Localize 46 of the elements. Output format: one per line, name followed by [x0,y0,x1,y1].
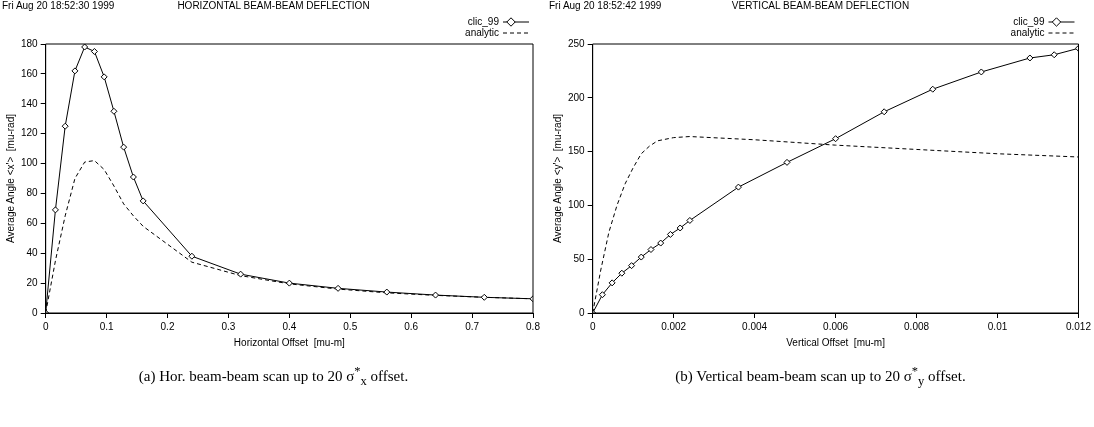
y-tick-label: 140 [21,97,39,109]
text: Fri Aug 20 18:52:30 1999 [2,0,115,11]
x-tick-label: 0.1 [99,320,114,332]
x-tick-label: 0.4 [282,320,297,332]
text: (b) Vertical beam-beam scan up to 20 σ$^{*}$$_{y}$ offset. [674,364,967,389]
x-tick-label: 0.002 [661,320,687,332]
y-tick-label: 200 [568,91,586,103]
y-tick-label: 0 [32,306,39,318]
x-tick-label: 0.7 [465,320,480,332]
x-tick-label: 0 [589,320,596,332]
x-tick-label: 0.01 [987,320,1008,332]
y-tick-label: 160 [21,67,39,79]
y-tick-label: 150 [568,145,586,157]
y-tick-label: 20 [26,276,39,288]
y-axis-title: Average Angle <x'> [mu-rad] [4,113,16,244]
x-tick-label: 0.004 [742,320,768,332]
x-tick-label: 0.2 [160,320,175,332]
chart-title: HORIZONTAL BEAM-BEAM DEFLECTION [177,0,370,11]
y-tick-label: 250 [568,37,586,49]
text: (a) Hor. beam-beam scan up to 20 σ$^{*}$$_{x}$ offset. [137,364,410,389]
y-tick-label: 40 [26,246,39,258]
x-axis-title: Vertical Offset [mu-m] [786,336,886,348]
y-tick-label: 60 [26,217,39,229]
x-tick-label: 0.6 [404,320,419,332]
y-tick-label: 100 [21,157,39,169]
x-tick-label: 0.008 [904,320,930,332]
x-tick-label: 0.8 [526,320,541,332]
chart-title: VERTICAL BEAM-BEAM DEFLECTION [731,0,910,11]
y-tick-label: 50 [573,252,586,264]
legend-label: analytic [1010,26,1045,38]
y-tick-label: 80 [26,187,39,199]
x-tick-label: 0.3 [221,320,236,332]
x-tick-label: 0 [42,320,49,332]
y-tick-label: 120 [21,127,39,139]
legend-label: analytic [465,26,499,38]
x-tick-label: 0.006 [823,320,849,332]
legend-label: clic_99 [1013,15,1045,27]
y-tick-label: 100 [568,199,586,211]
x-axis-title: Horizontal Offset [mu-m] [233,336,346,348]
x-tick-label: 0.012 [1065,320,1092,332]
y-axis-title: Average Angle <y'> [mu-rad] [551,113,563,244]
y-tick-label: 0 [579,306,586,318]
y-tick-label: 180 [21,37,39,49]
x-tick-label: 0.5 [343,320,358,332]
text: Fri Aug 20 18:52:42 1999 [549,0,662,11]
legend-label: clic_99 [467,15,500,27]
